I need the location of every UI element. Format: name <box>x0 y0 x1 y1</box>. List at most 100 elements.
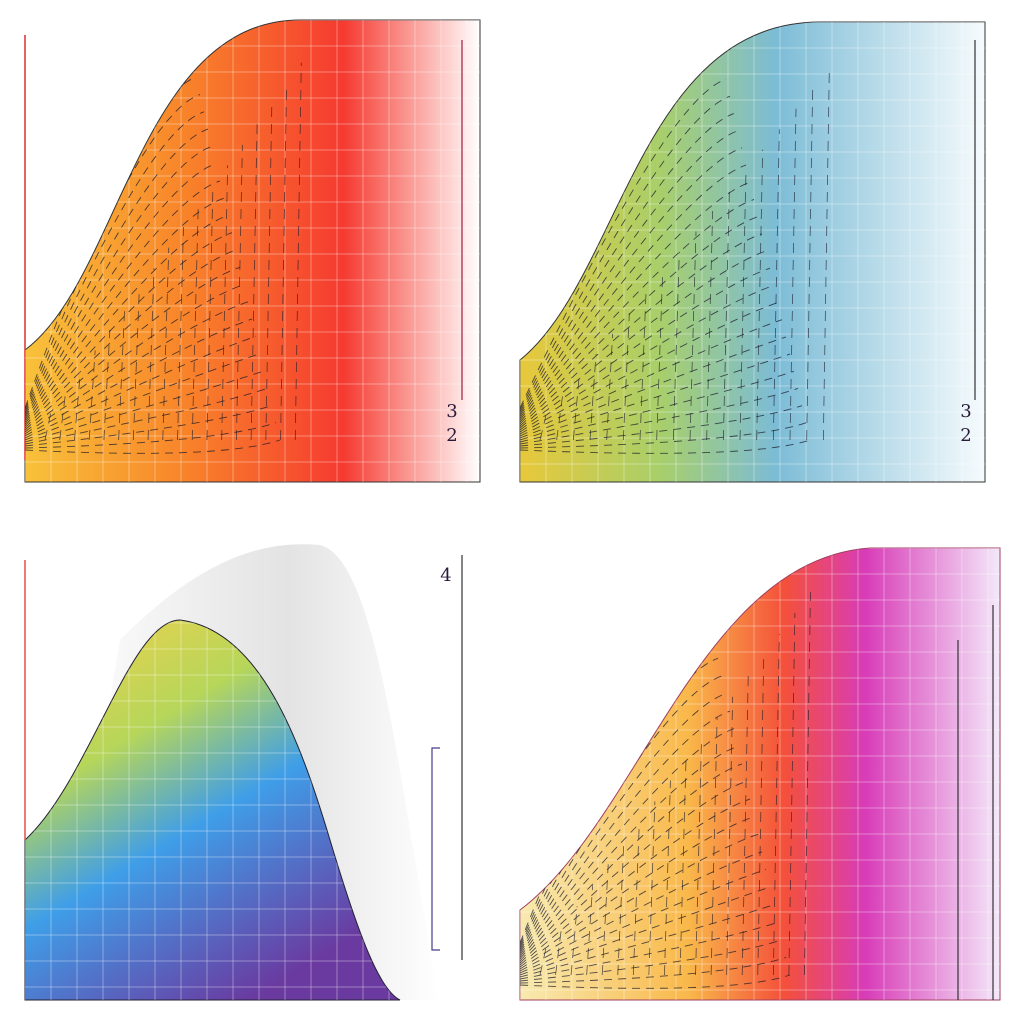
mesh-line <box>221 165 229 441</box>
mesh-line <box>59 391 67 441</box>
mesh-line <box>706 211 714 441</box>
mesh-line <box>265 103 273 441</box>
mesh-line <box>520 439 811 454</box>
mesh-line <box>520 78 727 409</box>
mesh-line <box>25 215 229 425</box>
mesh-line <box>25 284 245 433</box>
mesh-line <box>606 333 614 441</box>
mesh-line <box>520 763 743 962</box>
mesh-line <box>25 301 249 435</box>
mesh-line <box>520 956 787 984</box>
mesh-line <box>570 906 578 976</box>
area-top-right <box>519 21 986 483</box>
mesh-line <box>177 227 184 441</box>
mesh-line <box>520 886 771 976</box>
mesh-line <box>147 268 155 441</box>
mesh-line <box>822 67 830 441</box>
mesh-line <box>520 833 759 970</box>
panel-decor <box>520 22 985 482</box>
bracket <box>431 747 440 951</box>
mesh-line <box>520 113 735 413</box>
mesh-line <box>555 927 562 976</box>
mesh-line <box>25 266 241 431</box>
mesh-line <box>103 329 111 441</box>
mesh-line <box>520 267 771 431</box>
mesh-line <box>679 759 687 976</box>
mesh-line <box>556 394 564 441</box>
mesh-line <box>520 233 763 427</box>
mesh-line <box>788 612 796 976</box>
mesh-line <box>25 249 237 429</box>
mesh-line <box>520 921 779 980</box>
mesh-line <box>710 717 718 976</box>
mesh-line <box>520 284 775 433</box>
mesh-line <box>235 144 243 441</box>
mesh-line <box>656 272 664 441</box>
mesh-line <box>25 128 209 415</box>
mesh-line <box>520 181 751 421</box>
mesh-line <box>520 851 763 972</box>
mesh-line <box>520 675 723 952</box>
mesh-line <box>25 422 277 449</box>
mesh-line <box>589 354 597 441</box>
panel-decor <box>25 20 480 482</box>
mesh-line <box>520 904 775 978</box>
mesh-line <box>726 696 734 976</box>
tick-label: 2 <box>960 425 971 446</box>
mesh-line <box>772 633 780 976</box>
mesh-line <box>25 335 257 439</box>
mesh-line <box>520 302 779 435</box>
mesh-line <box>25 318 253 437</box>
mesh-line <box>44 411 52 441</box>
mesh-line <box>25 180 221 421</box>
mesh-line <box>520 164 747 419</box>
mesh-line <box>520 199 755 423</box>
mesh-line <box>294 62 302 441</box>
mesh-line <box>689 231 697 441</box>
mesh-line <box>280 83 287 441</box>
area-bottom-right <box>519 547 1001 1001</box>
mesh-line <box>520 728 735 958</box>
mesh-line <box>162 247 170 441</box>
tick-label: 3 <box>960 401 971 422</box>
mesh-line <box>632 822 640 976</box>
mesh-line <box>132 288 140 441</box>
mesh-line <box>88 350 96 441</box>
panel-decor <box>520 548 1000 1000</box>
mesh-line <box>520 147 743 417</box>
mesh-line <box>617 843 625 976</box>
mesh-line <box>25 163 217 419</box>
mesh-line <box>722 190 730 441</box>
mesh-line <box>756 149 764 441</box>
mesh-line <box>539 947 547 976</box>
mesh-line <box>772 129 780 441</box>
mesh-line <box>539 415 547 441</box>
mesh-line <box>586 885 594 976</box>
mesh-line <box>664 780 671 976</box>
mesh-line <box>520 216 759 425</box>
mesh-line <box>520 781 747 964</box>
mesh-line <box>520 319 783 437</box>
mesh-line <box>25 197 225 423</box>
mesh-line <box>639 292 647 441</box>
mesh-line <box>74 370 81 441</box>
mesh-line <box>25 111 205 413</box>
tick-label: 4 <box>440 565 451 586</box>
mesh-line <box>520 130 739 415</box>
mesh-line <box>25 232 233 427</box>
mesh-line <box>520 693 727 954</box>
mesh-line <box>520 250 767 429</box>
tick-label: 2 <box>446 425 457 446</box>
mesh-line <box>622 313 630 441</box>
mesh-line <box>25 387 269 445</box>
mesh-line <box>25 439 281 454</box>
mesh-line <box>757 654 765 976</box>
mesh-line <box>695 738 702 976</box>
mesh-line <box>520 710 731 956</box>
mesh-line <box>25 405 273 447</box>
area-top-left <box>24 19 481 483</box>
mesh-line <box>601 864 609 976</box>
mesh-line <box>520 745 739 960</box>
mesh-line <box>520 869 767 974</box>
